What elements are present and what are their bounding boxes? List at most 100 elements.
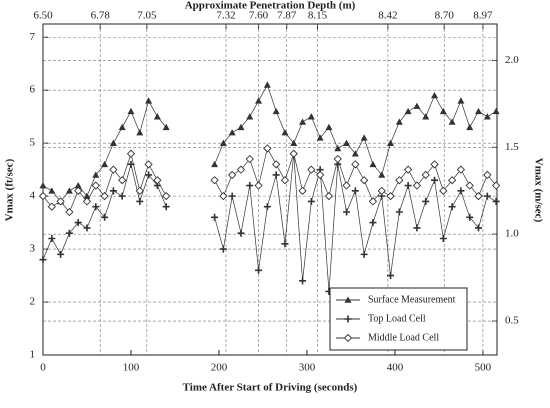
y-tick-label: 5 bbox=[30, 137, 36, 149]
y-tick-label: 2 bbox=[30, 296, 36, 308]
marker bbox=[255, 97, 263, 104]
marker bbox=[377, 186, 386, 195]
marker bbox=[263, 203, 271, 211]
marker bbox=[368, 197, 378, 206]
marker bbox=[386, 191, 395, 201]
marker bbox=[211, 213, 219, 221]
marker bbox=[74, 186, 83, 195]
marker bbox=[289, 149, 298, 158]
marker bbox=[431, 91, 439, 99]
marker bbox=[290, 139, 298, 146]
marker bbox=[448, 203, 456, 211]
marker bbox=[236, 165, 246, 174]
marker bbox=[211, 160, 219, 168]
marker bbox=[491, 181, 501, 190]
y-axis-title: Vmax (ft/sec) bbox=[4, 158, 16, 221]
marker bbox=[136, 197, 144, 205]
marker bbox=[127, 107, 135, 115]
marker bbox=[135, 186, 144, 195]
legend-label: Middle Load Cell bbox=[368, 332, 439, 343]
marker bbox=[413, 102, 421, 109]
marker bbox=[118, 123, 126, 131]
marker bbox=[299, 118, 307, 125]
marker bbox=[430, 160, 439, 169]
marker bbox=[343, 333, 353, 343]
marker bbox=[246, 113, 254, 120]
x-tick-label: 300 bbox=[299, 362, 316, 374]
marker bbox=[82, 197, 92, 206]
marker bbox=[378, 171, 386, 178]
top-axis-title: Approximate Penetration Depth (m) bbox=[185, 0, 356, 12]
marker bbox=[65, 229, 73, 237]
marker bbox=[492, 197, 500, 205]
marker bbox=[475, 107, 483, 115]
marker bbox=[162, 123, 170, 131]
marker bbox=[422, 197, 430, 205]
marker bbox=[298, 186, 307, 195]
marker bbox=[465, 181, 474, 190]
marker bbox=[92, 203, 100, 211]
marker bbox=[483, 113, 491, 120]
marker bbox=[316, 134, 324, 141]
marker bbox=[109, 139, 117, 146]
marker bbox=[466, 123, 474, 131]
marker bbox=[219, 245, 227, 253]
marker bbox=[299, 277, 307, 285]
y-tick-label: 6 bbox=[30, 84, 36, 96]
series-line bbox=[42, 147, 497, 213]
marker bbox=[57, 250, 65, 258]
marker bbox=[333, 154, 342, 164]
marker bbox=[360, 176, 369, 185]
marker bbox=[351, 150, 359, 157]
marker bbox=[47, 202, 56, 211]
marker bbox=[228, 192, 236, 200]
marker bbox=[48, 234, 56, 242]
marker bbox=[109, 165, 118, 174]
marker bbox=[343, 208, 351, 216]
marker bbox=[281, 240, 289, 248]
marker bbox=[360, 134, 368, 141]
marker bbox=[448, 118, 456, 125]
marker bbox=[210, 176, 219, 185]
marker bbox=[422, 113, 430, 120]
marker bbox=[219, 191, 228, 201]
marker bbox=[39, 182, 47, 189]
marker bbox=[101, 213, 109, 221]
marker bbox=[344, 296, 352, 303]
plot-frame bbox=[42, 23, 498, 356]
marker bbox=[475, 224, 483, 232]
marker bbox=[145, 171, 153, 179]
marker bbox=[404, 107, 412, 115]
marker bbox=[101, 160, 109, 168]
marker bbox=[307, 113, 315, 120]
x2-tick-label: 7.32 bbox=[216, 10, 235, 22]
marker bbox=[344, 315, 352, 323]
marker bbox=[118, 176, 127, 185]
marker bbox=[153, 176, 162, 185]
marker bbox=[421, 170, 430, 180]
marker bbox=[263, 144, 272, 153]
marker bbox=[439, 107, 447, 115]
marker bbox=[272, 171, 280, 179]
marker bbox=[369, 219, 377, 227]
marker bbox=[403, 165, 413, 174]
marker bbox=[118, 192, 126, 200]
legend-label: Top Load Cell bbox=[368, 313, 426, 324]
marker bbox=[457, 97, 465, 104]
marker bbox=[162, 191, 171, 201]
x2-tick-label: 6.50 bbox=[33, 10, 53, 22]
marker bbox=[219, 139, 227, 146]
marker bbox=[255, 266, 263, 274]
marker bbox=[439, 234, 447, 242]
marker bbox=[136, 129, 144, 136]
marker bbox=[281, 129, 289, 136]
marker bbox=[254, 181, 263, 190]
x-tick-label: 400 bbox=[387, 362, 404, 374]
marker bbox=[56, 197, 65, 206]
marker bbox=[74, 182, 82, 189]
marker bbox=[162, 203, 170, 211]
marker bbox=[456, 165, 466, 174]
marker bbox=[83, 192, 91, 199]
marker bbox=[413, 224, 421, 232]
marker bbox=[387, 272, 395, 280]
